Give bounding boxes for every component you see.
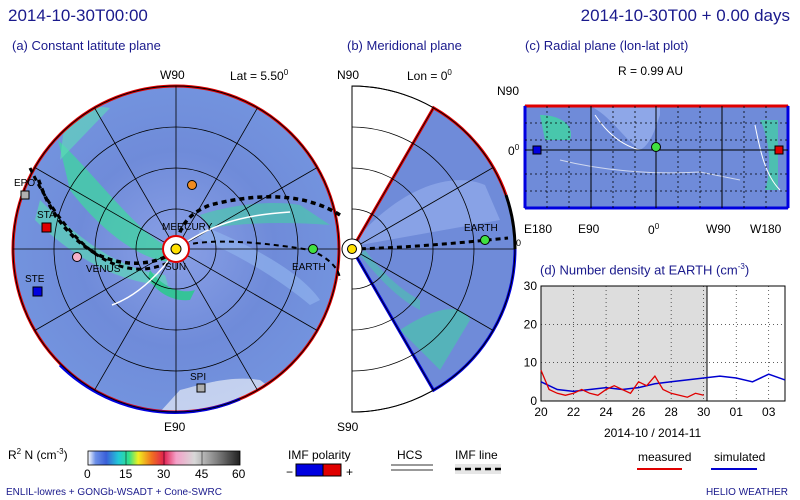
panel-b-bottom-label: S90 (337, 420, 359, 434)
panel-a-disk (11, 84, 341, 414)
colorbar-tick-15: 15 (119, 467, 133, 481)
legend-hcs: HCS (397, 448, 423, 462)
panel-d-title: (d) Number density at EARTH (cm-3) (540, 262, 750, 278)
colorbar-tick-0: 0 (84, 467, 91, 481)
panel-d-xtick-label: 03 (762, 405, 776, 419)
c-ste-marker (532, 145, 542, 155)
panel-d-xtick-label: 30 (697, 405, 711, 419)
measured-series-line (540, 370, 704, 398)
panel-b-lon-label: Lon = 00 (407, 68, 452, 83)
c-earth-marker (651, 142, 661, 152)
panel-a-lat-label: Lat = 5.500 (230, 68, 289, 83)
legend-measured: measured (638, 450, 692, 464)
legend-minus: − (286, 465, 294, 479)
earth-label-a: EARTH (292, 262, 326, 273)
spi-label: SPI (190, 372, 206, 383)
left-timestamp: 2014-10-30T00:00 (8, 6, 148, 25)
panel-c-x-0: 00 (648, 222, 660, 237)
panel-b-title: (b) Meridional plane (347, 38, 462, 53)
ste-label: STE (25, 274, 45, 285)
panel-d-x-axis-label: 2014-10 / 2014-11 (604, 426, 702, 440)
panel-d-plot: 30 20 10 0 20 22 24 26 28 30 01 03 (524, 279, 786, 419)
earth-label-b: EARTH (464, 223, 498, 234)
panel-c-x-w180: W180 (750, 222, 782, 236)
venus-label: VENUS (86, 264, 121, 275)
panel-b-top-label: N90 (337, 68, 360, 82)
panel-d-xtick-label: 01 (730, 405, 744, 419)
panel-d-xtick-label: 22 (567, 405, 581, 419)
panel-c-x-e180: E180 (524, 222, 553, 236)
legend-plus: + (346, 465, 354, 479)
panel-c-map (523, 104, 790, 210)
panel-d-xtick-label: 20 (534, 405, 548, 419)
colorbar (87, 450, 241, 466)
footer-brand: HELIO WEATHER (705, 487, 788, 498)
sta-marker (41, 222, 52, 233)
panel-c-y-mid: 00 (508, 143, 520, 158)
legend-imf-line: IMF line (455, 448, 498, 462)
sta-label: STA (37, 210, 56, 221)
legend-symbols (295, 463, 757, 477)
imf-negative-swatch (295, 463, 324, 477)
earth-marker-b (480, 235, 490, 245)
panel-c-radius-label: R = 0.99 AU (618, 64, 684, 78)
panel-a-top-label: W90 (160, 68, 185, 82)
c-sta-marker (774, 145, 784, 155)
panel-d-ytick-label: 0 (530, 394, 537, 408)
panel-d-ytick-label: 20 (524, 317, 538, 331)
epo-label: EPO (14, 178, 35, 189)
panel-c-x-w90: W90 (706, 222, 731, 236)
panel-d-ytick-label: 10 (524, 356, 538, 370)
panel-c-y-top: N90 (497, 84, 520, 98)
venus-marker (72, 252, 82, 262)
panel-a-bottom-label: E90 (164, 420, 186, 434)
sun-label: SUN (165, 262, 186, 273)
colorbar-label: R2 N (cm-3) (8, 447, 68, 462)
panel-d-xtick-label: 28 (664, 405, 678, 419)
colorbar-tick-30: 30 (157, 467, 171, 481)
legend-imf-polarity: IMF polarity (288, 448, 351, 462)
ste-marker (32, 286, 43, 297)
imf-positive-swatch (322, 463, 342, 477)
panel-b-halfdisk: EARTH (341, 85, 517, 413)
epo-marker (20, 190, 30, 200)
legend-simulated: simulated (714, 450, 766, 464)
colorbar-tick-45: 45 (195, 467, 209, 481)
panel-a-title: (a) Constant latitute plane (12, 38, 161, 53)
footer-model-info: ENLIL-lowres + GONGb-WSADT + Cone-SWRC (6, 487, 222, 498)
panel-c-x-e90: E90 (578, 222, 600, 236)
panel-c-title: (c) Radial plane (lon-lat plot) (525, 38, 689, 53)
spi-marker (196, 383, 206, 393)
earth-marker-a (308, 244, 318, 254)
panel-d-ytick-label: 30 (524, 279, 538, 293)
mercury-label: MERCURY (162, 222, 213, 233)
mercury-marker (187, 180, 197, 190)
panel-d-xtick-label: 24 (599, 405, 613, 419)
colorbar-tick-60: 60 (232, 467, 246, 481)
panel-a-body-labels: EPO STA STE VENUS MERCURY SUN EARTH SPI (14, 178, 326, 383)
simulated-series-line (540, 373, 786, 393)
right-timestamp: 2014-10-30T00 + 0.00 days (580, 6, 790, 25)
panel-d-xtick-label: 26 (632, 405, 646, 419)
panel-c-y-bot: 0 (516, 238, 522, 248)
